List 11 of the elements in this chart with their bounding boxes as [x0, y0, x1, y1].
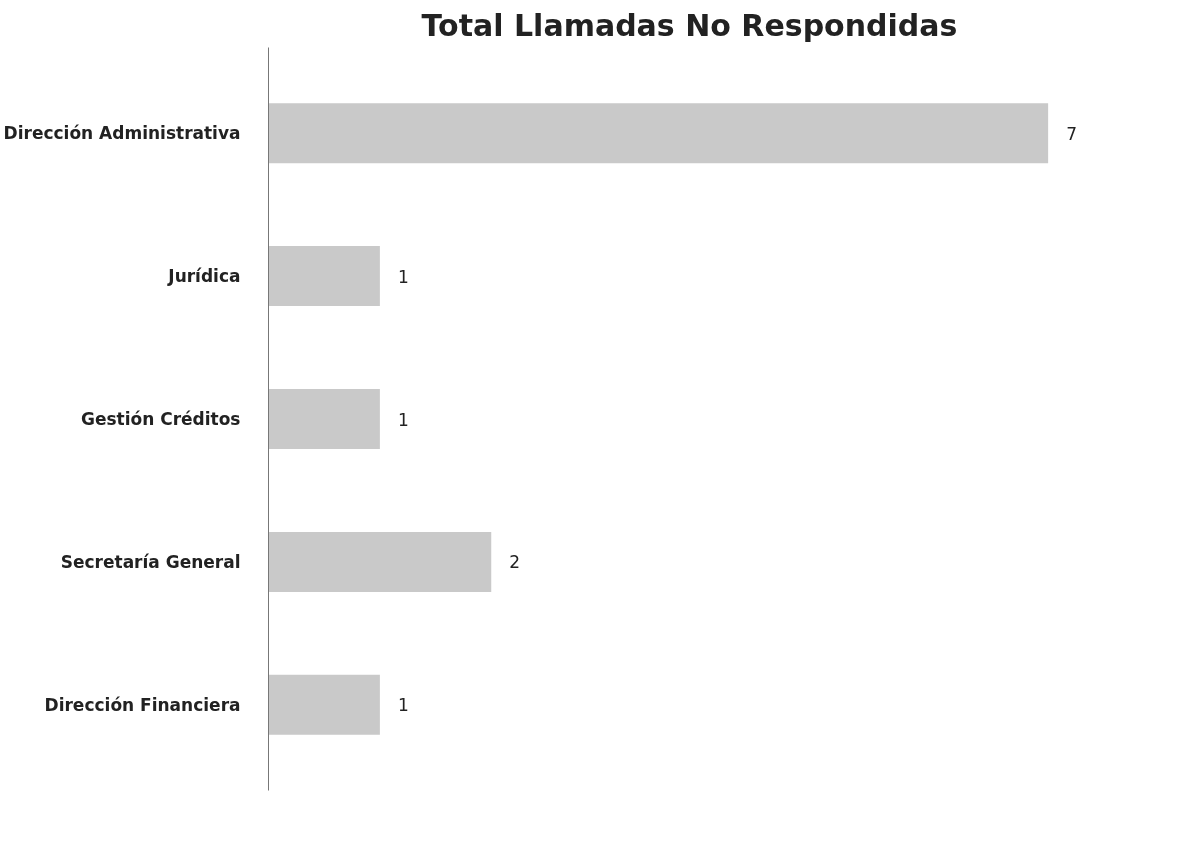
y-tick-label: Secretaría General: [60, 551, 241, 572]
y-tick-label: Dirección Financiera: [44, 694, 241, 715]
chart-title: Total Llamadas No Respondidas: [421, 7, 958, 43]
data-label: 2: [509, 552, 521, 573]
y-tick-label: Gestión Créditos: [80, 409, 241, 429]
data-label: 1: [397, 409, 409, 430]
data-label: 1: [397, 695, 409, 716]
y-tick-label: Dirección Administrativa: [3, 123, 241, 144]
data-label: 7: [1066, 123, 1077, 144]
data-label: 1: [397, 266, 409, 287]
y-tick-label: Jurídica: [167, 266, 241, 287]
